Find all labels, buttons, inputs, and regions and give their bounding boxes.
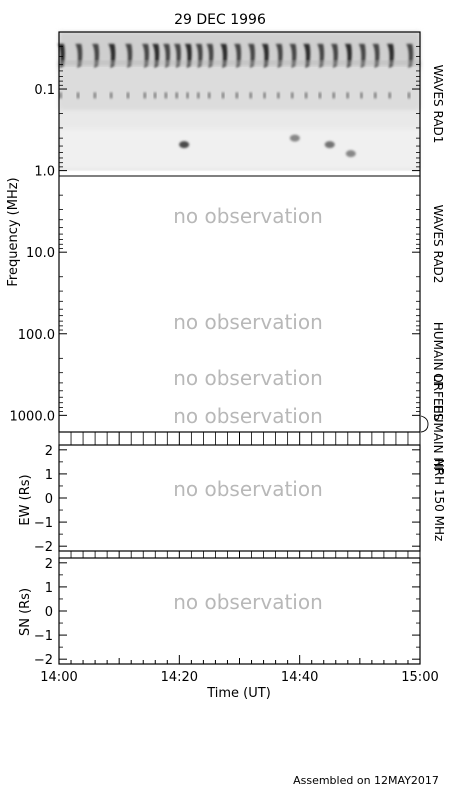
x-tick-label: 14:20 (161, 670, 198, 685)
sn-ylabel: SN (Rs) (18, 588, 33, 636)
no-observation-label: no observation (173, 590, 323, 614)
y-tick-label: 1000.0 (10, 409, 56, 424)
ew-y-ticks: 2 1 0 −1 −2 (34, 444, 420, 555)
nrh-label: NRH 150 MHz (432, 459, 446, 542)
time-tick-strip-lower (58, 550, 421, 559)
humain-hf-bracket (420, 415, 429, 433)
instrument-label: WAVES RAD2 (431, 205, 445, 284)
spectrogram-ylabel: Frequency (MHz) (6, 177, 21, 286)
x-tick-label: 14:00 (40, 670, 77, 685)
rad1-streak (59, 60, 420, 66)
ew-ylabel: EW (Rs) (18, 474, 33, 525)
y-tick-label: −1 (34, 516, 53, 531)
time-axis: 14:00 14:20 14:40 15:00 (40, 655, 439, 685)
sn-panel: no observation 2 1 0 −1 −2 SN (Rs) 14:00 14:2… (18, 557, 439, 685)
x-tick-label: 15:00 (401, 670, 438, 685)
y-tick-label: 0.1 (34, 83, 55, 98)
y-tick-label: 2 (45, 557, 53, 572)
ew-no-observation-label: no observation (173, 477, 323, 501)
rad1-mid-band (59, 62, 420, 110)
x-tick-label: 14:40 (281, 670, 318, 685)
rad1-lower-band (59, 128, 420, 169)
no-observation-label: no observation (173, 310, 323, 334)
no-observation-label: no observation (173, 477, 323, 501)
no-observation-label: no observation (173, 404, 323, 428)
y-tick-label: 1.0 (34, 165, 55, 180)
rad1-blob (179, 141, 190, 149)
y-tick-label: 10.0 (26, 246, 55, 261)
spectrogram-panel: no observation no observation no observati… (6, 31, 445, 474)
instrument-label: ORFEES (431, 373, 445, 420)
y-tick-label: 0 (45, 492, 53, 507)
instrument-label: HUMAIN HF (431, 405, 445, 474)
y-tick-label: −2 (34, 540, 53, 555)
time-tick-strip-upper (58, 431, 421, 446)
rad1-blob (345, 150, 356, 158)
y-tick-label: −1 (34, 629, 53, 644)
no-observation-label: no observation (173, 204, 323, 228)
y-tick-label: 0 (45, 605, 53, 620)
y-tick-label: 2 (45, 444, 53, 459)
y-tick-label: 100.0 (18, 328, 55, 343)
spectrogram-no-observation-labels: no observation no observation no observati… (173, 204, 323, 428)
instrument-label: WAVES RAD1 (431, 65, 445, 144)
spectrogram-y-ticks: 0.1 1.0 10.0 100.0 1000.0 (10, 31, 420, 424)
instrument-labels: WAVES RAD1 WAVES RAD2 HUMAIN LFORFEESHUMAI… (431, 65, 445, 474)
instrument-label: HUMAIN LF (431, 322, 445, 388)
x-axis-label: Time (UT) (206, 686, 271, 701)
sn-y-ticks: 2 1 0 −1 −2 (34, 557, 420, 668)
rad1-spectrogram-image (57, 32, 420, 171)
ew-panel: no observation 2 1 0 −1 −2 EW (Rs) (18, 444, 421, 555)
y-tick-label: 1 (45, 468, 53, 483)
no-observation-label: no observation (173, 366, 323, 390)
chart-title: 29 DEC 1996 (174, 12, 266, 28)
rad1-blob (324, 141, 335, 149)
sn-no-observation-label: no observation (173, 590, 323, 614)
y-tick-label: −2 (34, 653, 53, 668)
assembled-footer: Assembled on 12MAY2017 (293, 774, 439, 787)
y-tick-label: 1 (45, 581, 53, 596)
rad1-blob (289, 134, 300, 142)
